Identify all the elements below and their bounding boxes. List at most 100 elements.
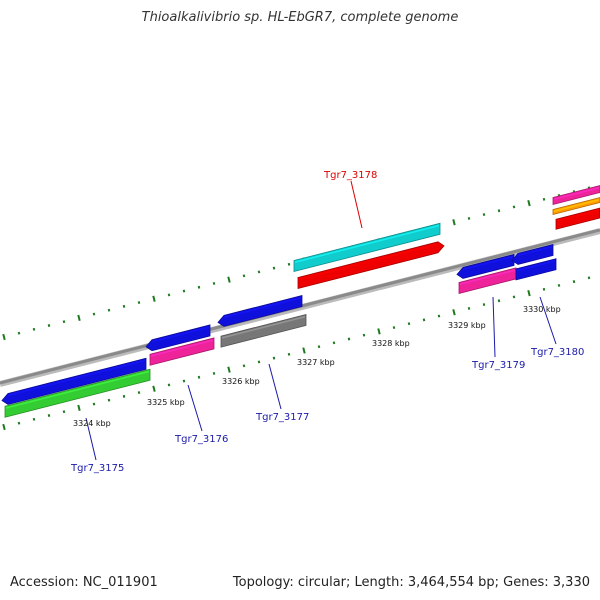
scale-label-3330: 3330 kbp [523, 305, 561, 314]
upper-minor-tick [32, 327, 36, 331]
gene-tgr7-3175-blue-shine [7, 359, 146, 397]
gene-tgr7-3177-blue [217, 294, 303, 327]
upper-minor-tick [62, 320, 66, 324]
upper-major-tick [152, 295, 156, 302]
gene-label-tgr7-3180[interactable]: Tgr7_3180 [530, 347, 584, 358]
gene-tgr7-3176-blue [145, 324, 211, 352]
genome-stats-text: Topology: circular; Length: 3,464,554 bp… [232, 575, 590, 590]
leader-tgr7-3175 [85, 417, 97, 461]
lower-minor-tick [407, 322, 411, 326]
lower-minor-tick [482, 303, 486, 307]
lower-major-tick [452, 309, 456, 316]
gene-label-tgr7-3175[interactable]: Tgr7_3175 [70, 463, 124, 474]
gene-tgr7-3178-red [297, 241, 445, 290]
gene-tgr7-3175-blue [1, 357, 147, 405]
leader-tgr7-3176 [187, 384, 203, 432]
lower-minor-tick [467, 306, 471, 310]
lower-minor-tick [512, 295, 516, 299]
scale-label-3328: 3328 kbp [372, 339, 410, 348]
lower-minor-tick [542, 287, 546, 291]
gene-tgr7-3177-gray [220, 313, 307, 348]
lower-major-tick [527, 289, 531, 297]
gene-tgr7-3177-gray-shine [221, 315, 306, 339]
lower-minor-tick [107, 398, 111, 402]
gene-label-tgr7-3179[interactable]: Tgr7_3179 [471, 360, 525, 371]
upper-minor-tick [212, 281, 216, 285]
scale-label-3329: 3329 kbp [448, 321, 486, 330]
gene-tgr7-3180-lower-blue-shine [516, 260, 556, 272]
upper-minor-tick [542, 197, 546, 201]
lower-major-tick [2, 423, 6, 431]
map-title: Thioalkalivibrio sp. HL-EbGR7, complete … [141, 10, 459, 25]
gene-tgr7-3178-red-shine [298, 243, 439, 280]
gene-tgr7-3178-cyan-shine [294, 224, 440, 264]
gene-tgr7-3175-green-shine [5, 370, 150, 409]
leader-tgr7-3180 [539, 296, 557, 345]
lower-minor-tick [62, 410, 66, 414]
lower-minor-tick [257, 360, 261, 364]
gene-tgr7-3176-blue-shine [151, 326, 210, 343]
lower-major-tick [77, 404, 81, 412]
lower-minor-tick [47, 414, 51, 417]
lower-minor-tick [197, 375, 201, 379]
upper-minor-tick [272, 266, 276, 270]
upper-major-tick [2, 333, 6, 341]
upper-minor-tick [197, 285, 201, 289]
scale-label-3326: 3326 kbp [222, 377, 260, 386]
upper-major-tick [527, 199, 531, 207]
lower-minor-tick [137, 391, 141, 395]
accession-text: Accession: NC_011901 [10, 575, 158, 590]
gene-edge-red [555, 207, 600, 230]
upper-major-tick [452, 219, 456, 226]
gene-tgr7-3176-pink [149, 337, 215, 366]
gene-tgr7-3176-pink-shine [150, 339, 214, 357]
leader-tgr7-3178 [350, 180, 363, 229]
gene-tgr7-3179-blue-shine [462, 255, 514, 271]
lower-major-tick [377, 328, 381, 335]
upper-minor-tick [512, 205, 516, 209]
upper-minor-tick [107, 308, 111, 312]
upper-minor-tick [182, 289, 186, 293]
gene-label-tgr7-3177[interactable]: Tgr7_3177 [255, 412, 309, 423]
gene-edge-pink [552, 185, 600, 205]
lower-minor-tick [242, 364, 246, 368]
gene-tgr7-3180-lower-blue [515, 258, 557, 281]
gene-edge-pink-shine [553, 187, 600, 200]
lower-minor-tick [122, 394, 126, 398]
upper-minor-tick [137, 301, 141, 305]
lower-minor-tick [572, 280, 576, 284]
gene-tgr7-3179-pink-shine [459, 269, 516, 285]
leader-tgr7-3179 [492, 296, 496, 358]
upper-minor-tick [47, 324, 51, 327]
lower-minor-tick [362, 333, 366, 337]
lower-major-tick [227, 366, 231, 373]
upper-minor-tick [122, 304, 126, 308]
upper-minor-tick [287, 262, 291, 266]
lower-minor-tick [92, 402, 96, 406]
lower-minor-tick [272, 356, 276, 360]
lower-minor-tick [497, 299, 501, 303]
upper-minor-tick [17, 331, 21, 335]
lower-minor-tick [557, 283, 561, 287]
lower-minor-tick [437, 314, 441, 318]
gene-label-tgr7-3178[interactable]: Tgr7_3178 [323, 170, 377, 181]
upper-minor-tick [467, 216, 471, 220]
gene-tgr7-3180-blue-shine [517, 246, 553, 257]
upper-minor-tick [167, 293, 171, 297]
lower-minor-tick [317, 345, 321, 349]
upper-major-tick [227, 276, 231, 283]
lower-minor-tick [32, 417, 36, 421]
lower-minor-tick [287, 352, 291, 356]
upper-major-tick [77, 314, 81, 322]
lower-major-tick [302, 347, 306, 354]
gene-edge-orange-shine [553, 199, 600, 212]
gene-label-tgr7-3176[interactable]: Tgr7_3176 [174, 434, 228, 445]
scale-label-3324: 3324 kbp [73, 419, 111, 428]
lower-minor-tick [422, 318, 426, 322]
leader-tgr7-3177 [268, 363, 282, 410]
lower-minor-tick [167, 383, 171, 387]
gene-tgr7-3180-blue [511, 243, 554, 265]
gene-tgr7-3178-red-body [297, 241, 445, 290]
gene-tgr7-3178-cyan [293, 222, 441, 273]
upper-minor-tick [92, 312, 96, 316]
